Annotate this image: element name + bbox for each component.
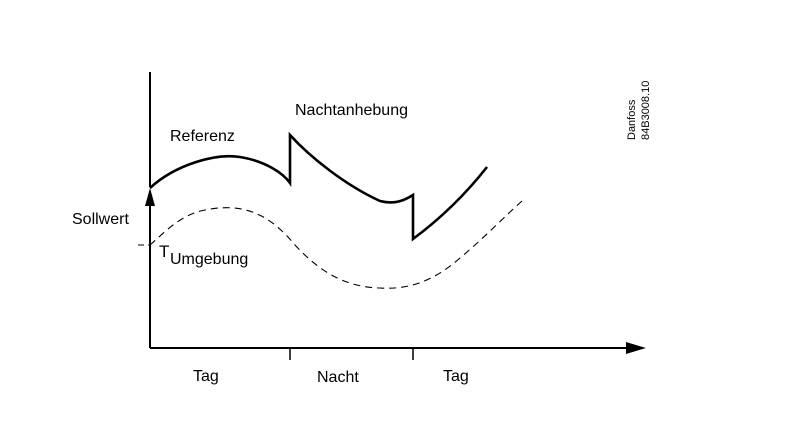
code-number: 84B3008.10	[640, 81, 652, 140]
reference-curve	[149, 131, 489, 242]
label-tag-left: Tag	[193, 368, 219, 385]
label-referenz: Referenz	[170, 128, 235, 145]
y-axis-arrow	[145, 188, 155, 206]
label-nachtanhebung: Nachtanhebung	[295, 102, 408, 119]
x-axis-arrow	[626, 342, 646, 354]
label-nacht: Nacht	[317, 369, 359, 386]
code-company: Danfoss	[626, 99, 638, 140]
label-t-symbol: T	[159, 242, 169, 261]
ambient-curve	[149, 200, 523, 289]
label-tag-right: Tag	[443, 368, 469, 385]
label-umgebung: Umgebung	[170, 251, 248, 268]
label-sollwert: Sollwert	[72, 211, 129, 228]
